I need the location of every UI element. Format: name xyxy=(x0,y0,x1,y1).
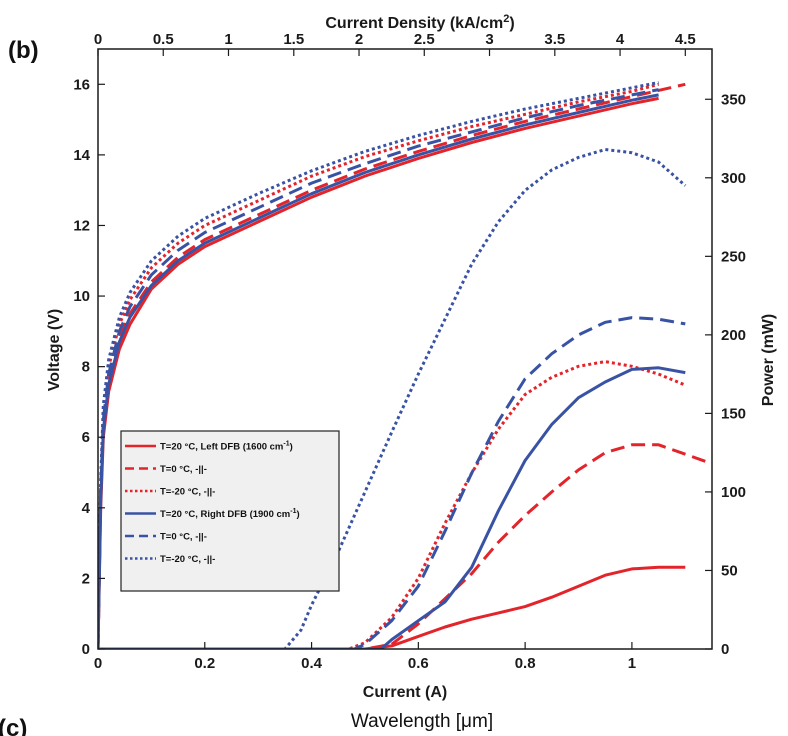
y-left-tick-label: 0 xyxy=(82,641,90,658)
panel-label: (b) xyxy=(8,37,39,64)
top-tick-label: 0 xyxy=(94,31,102,48)
legend-entry: T=-20 °C, -||- xyxy=(160,487,215,498)
series-line-11 xyxy=(98,316,686,649)
plot-frame xyxy=(97,48,713,650)
legend-entry: T=20 °C, Left DFB (1600 cm-1) xyxy=(160,441,293,453)
y-right-tick-label: 0 xyxy=(721,641,729,658)
y-right-tick-label: 200 xyxy=(721,327,746,344)
y-right-tick-label: 300 xyxy=(721,170,746,187)
series-line-6 xyxy=(98,81,659,649)
x-tick-label: 0.8 xyxy=(515,655,536,672)
top-tick-label: 4 xyxy=(616,31,625,48)
top-tick-label: 2 xyxy=(355,31,363,48)
top-tick-label: 1.5 xyxy=(283,31,304,48)
y-right-tick-label: 350 xyxy=(721,91,746,108)
y-right-tick-label: 150 xyxy=(721,405,746,422)
x-tick-label: 0.6 xyxy=(408,655,429,672)
top-tick-label: 4.5 xyxy=(675,31,696,48)
y-right-tick-label: 100 xyxy=(721,484,746,501)
next-panel-caption: Wavelength [μm] xyxy=(351,711,493,732)
top-tick-label: 2.5 xyxy=(414,31,435,48)
next-panel-label: (c) xyxy=(0,715,27,736)
series-line-10 xyxy=(98,366,686,649)
y-left-tick-label: 10 xyxy=(73,288,90,305)
legend-entry: T=-20 °C, -||- xyxy=(160,554,215,565)
series-line-12 xyxy=(98,148,687,649)
top-axis-label: Current Density (kA/cm2) xyxy=(325,13,514,32)
x-tick-label: 1 xyxy=(628,655,636,672)
top-tick-label: 0.5 xyxy=(153,31,174,48)
y-left-axis-label: Voltage (V) xyxy=(46,309,63,391)
y-left-tick-label: 16 xyxy=(73,76,90,93)
y-right-axis-label: Power (mW) xyxy=(760,314,777,406)
y-right-tick-label: 50 xyxy=(721,562,738,579)
series-line-7 xyxy=(98,565,686,649)
y-left-tick-label: 4 xyxy=(82,500,91,517)
series-line-5 xyxy=(98,88,659,649)
x-tick-label: 0.4 xyxy=(301,655,323,672)
x-axis-label: Current (A) xyxy=(363,684,447,701)
x-tick-label: 0.2 xyxy=(194,655,215,672)
top-tick-label: 3 xyxy=(485,31,493,48)
y-right-tick-label: 250 xyxy=(721,248,746,265)
y-left-tick-label: 2 xyxy=(82,570,90,587)
y-left-tick-label: 14 xyxy=(73,147,90,164)
x-tick-label: 0 xyxy=(94,655,102,672)
legend-entry: T=0 °C, -||- xyxy=(160,532,207,543)
y-left-tick-label: 8 xyxy=(82,359,90,376)
top-tick-label: 3.5 xyxy=(544,31,565,48)
legend-entry: T=20 °C, Right DFB (1900 cm-1) xyxy=(160,508,300,520)
legend: T=20 °C, Left DFB (1600 cm-1) T=0 °C, -||… xyxy=(120,430,340,592)
legend-box xyxy=(120,430,340,592)
top-axis: Current Density (kA/cm2) xyxy=(325,13,514,32)
y-left-tick-label: 12 xyxy=(73,217,90,234)
axes-layer: 0 0.2 0.4 0.6 0.8 10 0.5 1 1.5 2 2.5 3 3.5 4 4.5024681… xyxy=(73,31,746,672)
legend-entry: T=0 °C, -||- xyxy=(160,464,207,475)
y-left-tick-label: 6 xyxy=(82,429,90,446)
top-tick-label: 1 xyxy=(224,31,232,48)
series-layer xyxy=(98,81,712,649)
series-line-8 xyxy=(98,443,712,649)
